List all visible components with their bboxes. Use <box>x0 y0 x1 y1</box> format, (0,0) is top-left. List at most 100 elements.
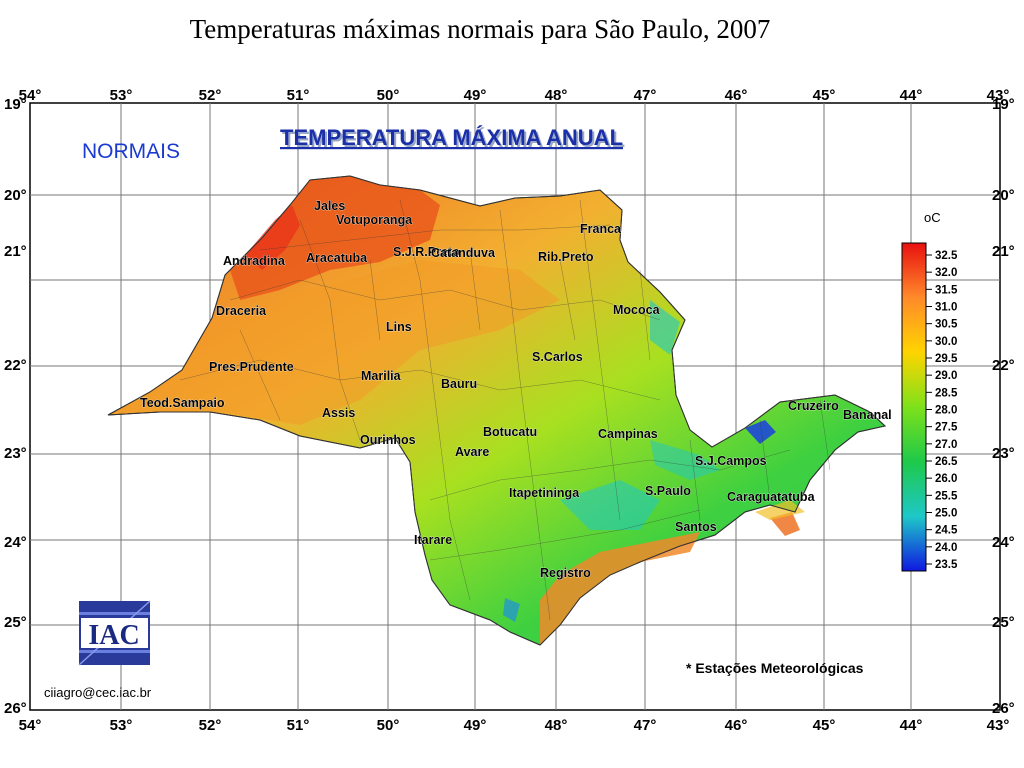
longitude-label-top: 49° <box>464 87 487 104</box>
logo-text: IAC <box>88 620 139 651</box>
latitude-label-right: 20° <box>992 187 1015 204</box>
city-label: Botucatu <box>483 425 537 439</box>
city-label: Franca <box>580 222 622 236</box>
longitude-label-bottom: 46° <box>725 717 748 734</box>
city-label: Aracatuba <box>306 251 368 265</box>
city-label: Lins <box>386 320 412 334</box>
latitude-label-left: 23° <box>4 445 27 462</box>
credit-email: ciiagro@cec.iac.br <box>44 685 152 700</box>
latitude-label-right: 24° <box>992 534 1015 551</box>
longitude-label-top: 50° <box>377 87 400 104</box>
latitude-label-left: 24° <box>4 534 27 551</box>
longitude-label-bottom: 54° <box>19 717 42 734</box>
city-label: Cruzeiro <box>788 399 839 413</box>
temperature-legend: oC 32.5 32.0 31.5 31.0 30.5 30.0 29.5 29.0 28.5 2… <box>901 210 958 572</box>
city-label: Campinas <box>598 427 658 441</box>
latitude-label-left: 20° <box>4 187 27 204</box>
city-label: Santos <box>675 520 717 534</box>
city-label: Teod.Sampaio <box>140 396 225 410</box>
legend-tick-label: 23.5 <box>935 559 958 571</box>
city-label: Draceria <box>216 304 267 318</box>
legend-tick-label: 25.0 <box>935 508 957 520</box>
city-label: Registro <box>540 566 591 580</box>
longitude-label-bottom: 53° <box>110 717 133 734</box>
stations-note: * Estações Meteorológicas <box>686 660 864 676</box>
legend-tick-label: 24.5 <box>935 525 958 537</box>
legend-tick-label: 27.0 <box>935 439 957 451</box>
legend-tick-label: 31.0 <box>935 302 957 314</box>
legend-tick-label: 26.0 <box>935 473 957 485</box>
map-heading: TEMPERATURA MÁXIMA ANUAL <box>280 125 623 150</box>
state-sao-paulo <box>107 175 887 646</box>
longitude-label-bottom: 48° <box>545 717 568 734</box>
legend-color-bar <box>901 242 927 572</box>
city-label: Itarare <box>414 533 452 547</box>
latitude-label-right: 22° <box>992 357 1015 374</box>
legend-tick-label: 28.5 <box>935 387 958 399</box>
city-label: Ourinhos <box>360 433 416 447</box>
iac-logo: IAC <box>78 600 151 666</box>
latitude-label-right: 26° <box>992 700 1015 717</box>
city-label: S.Paulo <box>645 484 691 498</box>
latitude-label-right: 23° <box>992 445 1015 462</box>
city-label: Caraguatatuba <box>727 490 816 504</box>
normais-label: NORMAIS <box>82 140 180 163</box>
city-label: S.J.R.Preto <box>393 245 460 259</box>
heading-shadow: TEMPERATURA MÁXIMA ANUAL <box>282 127 625 152</box>
city-label: Mococa <box>613 303 661 317</box>
longitude-label-top: 52° <box>199 87 222 104</box>
longitude-label-bottom: 45° <box>813 717 836 734</box>
latitude-label-right: 21° <box>992 243 1015 260</box>
legend-tick-label: 29.0 <box>935 370 957 382</box>
longitude-label-top: 47° <box>634 87 657 104</box>
slide-title: Temperaturas máximas normais para São Pa… <box>189 14 771 44</box>
city-label: Bananal <box>843 408 892 422</box>
legend-tick-label: 25.5 <box>935 490 958 502</box>
longitude-label-bottom: 43° <box>987 717 1010 734</box>
longitude-label-bottom: 51° <box>287 717 310 734</box>
longitude-label-top: 46° <box>725 87 748 104</box>
latitude-label-right: 19° <box>992 96 1015 113</box>
longitude-label-top: 54° <box>19 87 42 104</box>
city-label: S.J.Campos <box>695 454 767 468</box>
latitude-label-left: 19° <box>4 96 27 113</box>
legend-tick-label: 28.0 <box>935 405 957 417</box>
legend-tick-label: 29.5 <box>935 353 958 365</box>
legend-tick-label: 27.5 <box>935 422 958 434</box>
longitude-label-bottom: 44° <box>900 717 923 734</box>
longitude-label-top: 51° <box>287 87 310 104</box>
city-label: Bauru <box>441 377 477 391</box>
city-label: Rib.Preto <box>538 250 594 264</box>
latitude-label-left: 21° <box>4 243 27 260</box>
longitude-label-top: 43° <box>987 87 1010 104</box>
longitude-label-bottom: 47° <box>634 717 657 734</box>
city-label: Pres.Prudente <box>209 360 294 374</box>
longitude-label-bottom: 49° <box>464 717 487 734</box>
city-label: Assis <box>322 406 355 420</box>
latitude-label-right: 25° <box>992 614 1015 631</box>
longitude-label-top: 45° <box>813 87 836 104</box>
longitude-label-bottom: 50° <box>377 717 400 734</box>
longitude-label-bottom: 52° <box>199 717 222 734</box>
legend-tick-label: 30.0 <box>935 336 957 348</box>
legend-tick-label: 24.0 <box>935 542 957 554</box>
latitude-label-left: 26° <box>4 700 27 717</box>
latitude-label-left: 22° <box>4 357 27 374</box>
longitude-label-top: 44° <box>900 87 923 104</box>
latitude-label-left: 25° <box>4 614 27 631</box>
legend-tick-label: 32.5 <box>935 250 958 262</box>
legend-tick-label: 32.0 <box>935 267 957 279</box>
city-label: Votuporanga <box>336 213 413 227</box>
city-label: Avare <box>455 445 489 459</box>
city-label: Jales <box>314 199 345 213</box>
city-label: Catanduva <box>431 246 496 260</box>
city-label: S.Carlos <box>532 350 583 364</box>
city-label: Marilia <box>361 369 402 383</box>
legend-tick-label: 31.5 <box>935 284 958 296</box>
legend-unit: oC <box>924 210 941 225</box>
city-label: Itapetininga <box>509 486 580 500</box>
legend-tick-label: 30.5 <box>935 319 958 331</box>
legend-tick-label: 26.5 <box>935 456 958 468</box>
